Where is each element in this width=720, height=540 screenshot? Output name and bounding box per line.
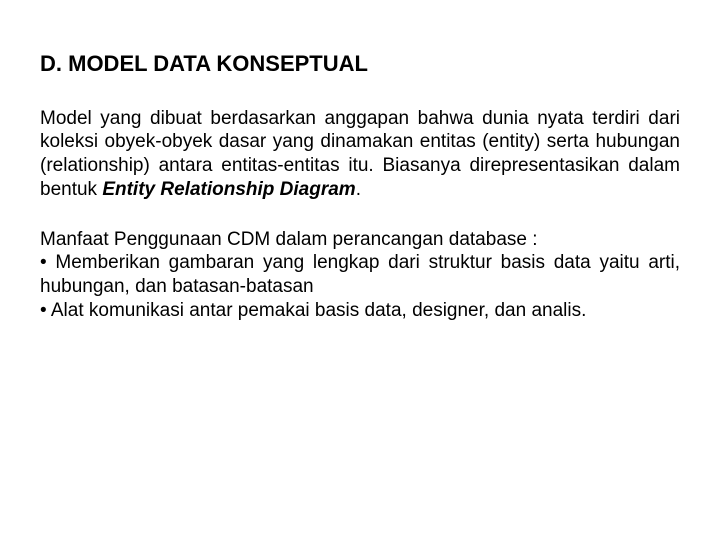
- benefits-intro: Manfaat Penggunaan CDM dalam perancangan…: [40, 229, 538, 250]
- definition-paragraph: Model yang dibuat berdasarkan anggapan b…: [40, 107, 680, 202]
- benefits-paragraph: Manfaat Penggunaan CDM dalam perancangan…: [40, 228, 680, 323]
- document-page: D. MODEL DATA KONSEPTUAL Model yang dibu…: [0, 0, 720, 540]
- benefits-bullet-2: • Alat komunikasi antar pemakai basis da…: [40, 300, 586, 321]
- benefits-bullet-1: • Memberikan gambaran yang lengkap dari …: [40, 252, 680, 297]
- definition-emphasis: Entity Relationship Diagram: [102, 179, 355, 200]
- section-heading: D. MODEL DATA KONSEPTUAL: [40, 50, 680, 79]
- definition-suffix: .: [356, 179, 361, 200]
